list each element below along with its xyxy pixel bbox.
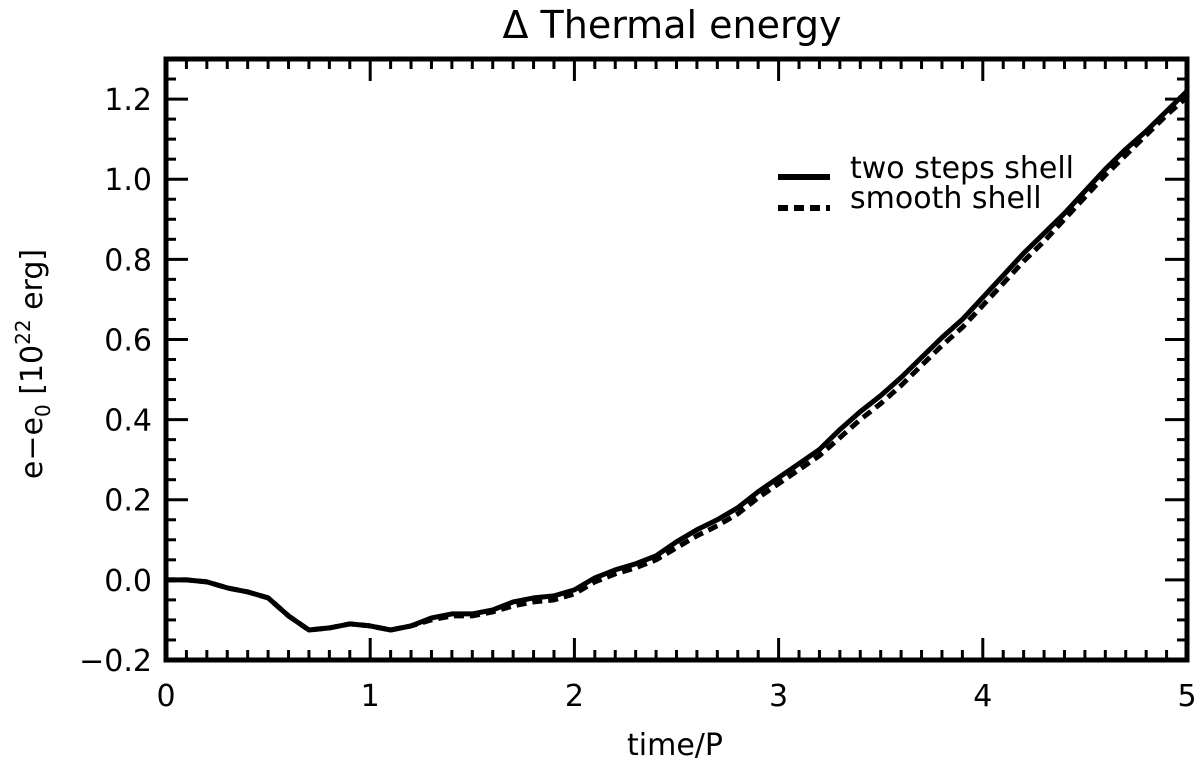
y-tick-label: 1.0 [104,163,152,198]
x-tick-label: 1 [361,679,380,714]
legend: two steps shell smooth shell [778,151,1074,216]
y-tick-label: 0.4 [104,404,152,439]
chart-title: Δ Thermal energy [502,3,841,47]
y-tick-label: 0.0 [104,564,152,599]
y-axis-title-unit-open: [10 [15,345,50,404]
y-axis: −0.2 0.0 0.2 0.4 0.6 0.8 1.0 1.2 [79,57,1187,679]
plot-frame [163,56,1190,663]
x-axis: 0 1 2 3 4 5 [156,59,1197,714]
y-tick-label: 0.8 [104,243,152,278]
y-axis-title: e−e0 [1022 erg] [11,249,55,479]
y-axis-title-sub: 0 [31,404,55,417]
y-axis-title-unit-close: erg] [15,249,50,320]
x-tick-label: 3 [769,679,788,714]
x-axis-title: time/P [627,728,723,763]
y-tick-label: 1.2 [104,83,152,118]
x-tick-label: 0 [156,679,175,714]
plot-area [163,56,1190,663]
x-tick-label: 5 [1177,679,1196,714]
y-tick-label: 0.2 [104,484,152,519]
y-axis-title-prefix: e−e [15,417,50,479]
x-tick-label: 4 [973,679,992,714]
legend-label-smooth: smooth shell [850,181,1042,216]
x-tick-label: 2 [565,679,584,714]
y-tick-label: 0.6 [104,323,152,358]
y-tick-label: −0.2 [79,644,152,679]
series-layer [166,89,1189,633]
y-axis-title-sup: 22 [11,319,35,344]
series-line-smooth-shell [166,95,1189,633]
legend-label-two-steps: two steps shell [850,151,1074,186]
